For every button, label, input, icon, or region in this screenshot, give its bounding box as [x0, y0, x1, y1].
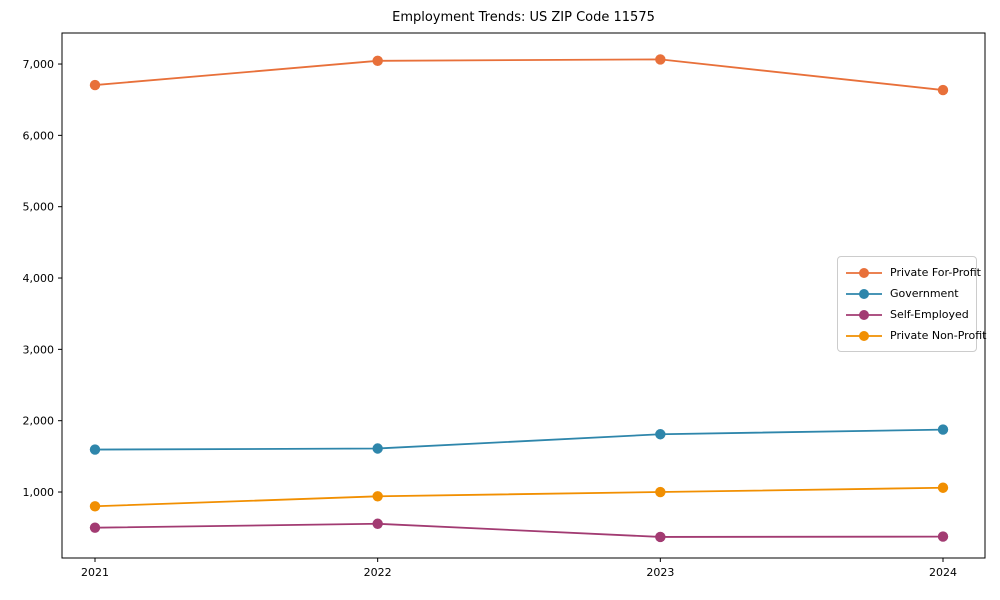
data-point-government-2024 [937, 424, 949, 435]
legend: Private For-Profit Government Self-Employe… [837, 256, 986, 352]
data-point-private-non-profit-2023 [655, 486, 666, 498]
series-line-private-for-profit [94, 58, 944, 91]
y-tick-label: 5,000 [23, 201, 55, 214]
x-tick-label: 2023 [646, 566, 674, 579]
y-tick-label: 6,000 [23, 129, 55, 142]
data-point-government-2021 [89, 444, 101, 455]
data-point-self-employed-2022 [372, 518, 383, 529]
legend-item-private-for-profit: Private For-Profit [844, 262, 981, 283]
chart-title: Employment Trends: US ZIP Code 11575 [392, 10, 655, 25]
data-point-private-for-profit-2022 [372, 55, 383, 67]
legend-label-private-for-profit: Private For-Profit [890, 266, 981, 279]
legend-label-self-employed: Self-Employed [890, 308, 969, 321]
legend-item-private-non-profit: Private Non-Profit [844, 325, 986, 346]
y-tick-label: 7,000 [23, 58, 55, 71]
data-point-private-non-profit-2024 [937, 482, 949, 493]
legend-item-government: Government [844, 283, 970, 304]
legend-item-self-employed: Self-Employed [844, 304, 970, 325]
series-line-private-non-profit [94, 486, 944, 508]
data-point-self-employed-2023 [655, 531, 666, 543]
x-tick-label: 2021 [81, 566, 109, 579]
series-line-government [94, 428, 944, 451]
data-point-private-non-profit-2022 [372, 491, 383, 502]
legend-marker-private-non-profit-icon [846, 330, 882, 341]
y-tick-label: 2,000 [23, 415, 55, 428]
legend-marker-private-for-profit-icon [846, 267, 882, 278]
y-tick-label: 1,000 [23, 486, 55, 499]
y-tick-label: 3,000 [23, 343, 55, 356]
legend-label-private-non-profit: Private Non-Profit [890, 329, 987, 342]
x-tick-label: 2024 [929, 566, 957, 579]
data-point-private-non-profit-2021 [89, 501, 101, 512]
data-point-private-for-profit-2023 [655, 54, 666, 65]
data-point-private-for-profit-2024 [937, 84, 949, 96]
data-point-self-employed-2024 [937, 531, 949, 542]
legend-marker-self-employed-icon [846, 309, 882, 320]
legend-label-government: Government [890, 287, 959, 300]
x-tick-label: 2022 [364, 566, 392, 579]
data-point-self-employed-2021 [89, 522, 101, 533]
series-line-self-employed [94, 522, 944, 538]
data-point-private-for-profit-2021 [89, 79, 101, 91]
y-tick-label: 4,000 [23, 272, 55, 285]
data-point-government-2023 [655, 429, 666, 440]
data-point-government-2022 [372, 443, 383, 454]
legend-marker-government-icon [846, 288, 882, 299]
plot-border [61, 32, 986, 559]
